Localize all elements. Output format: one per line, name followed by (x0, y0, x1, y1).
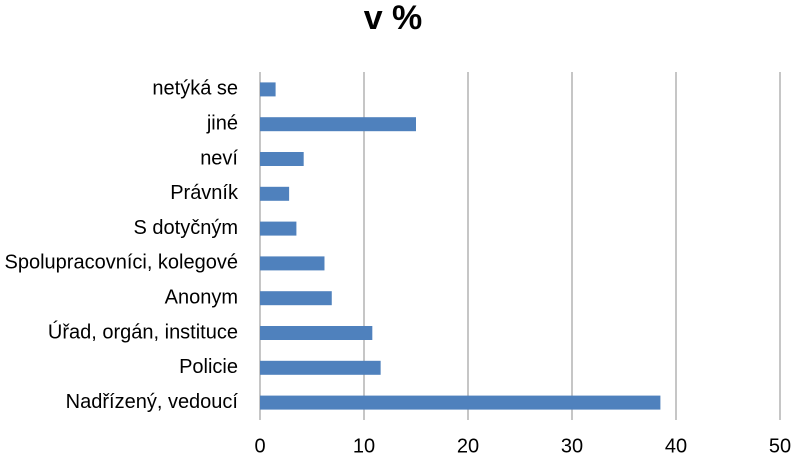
x-tick-label: 0 (254, 435, 265, 457)
x-tick-label: 40 (665, 435, 687, 457)
y-tick-label: netýká se (152, 78, 238, 100)
y-tick-label: S dotyčným (134, 217, 238, 239)
y-tick-label: Nadřízený, vedoucí (66, 391, 239, 413)
x-tick-label: 50 (769, 435, 791, 457)
y-tick-label: jiné (206, 112, 238, 134)
bar (260, 152, 304, 166)
bar (260, 291, 332, 306)
bar (260, 256, 325, 271)
bar (260, 186, 290, 201)
y-tick-label: Policie (179, 356, 238, 378)
y-tick-label: Spolupracovníci, kolegové (5, 252, 238, 274)
x-tick-label: 20 (457, 435, 479, 457)
bar (260, 360, 381, 375)
y-tick-label: neví (200, 147, 238, 169)
x-tick-label: 10 (353, 435, 375, 457)
bar (260, 117, 416, 132)
bar (260, 221, 297, 236)
y-tick-label: Úřad, orgán, instituce (48, 320, 238, 343)
bar (260, 395, 661, 410)
x-tick-label: 30 (561, 435, 583, 457)
bar (260, 326, 373, 340)
y-tick-label: Anonym (165, 286, 238, 308)
y-tick-label: Právník (170, 182, 239, 204)
chart-title: v % (364, 0, 423, 37)
bar (260, 82, 276, 97)
